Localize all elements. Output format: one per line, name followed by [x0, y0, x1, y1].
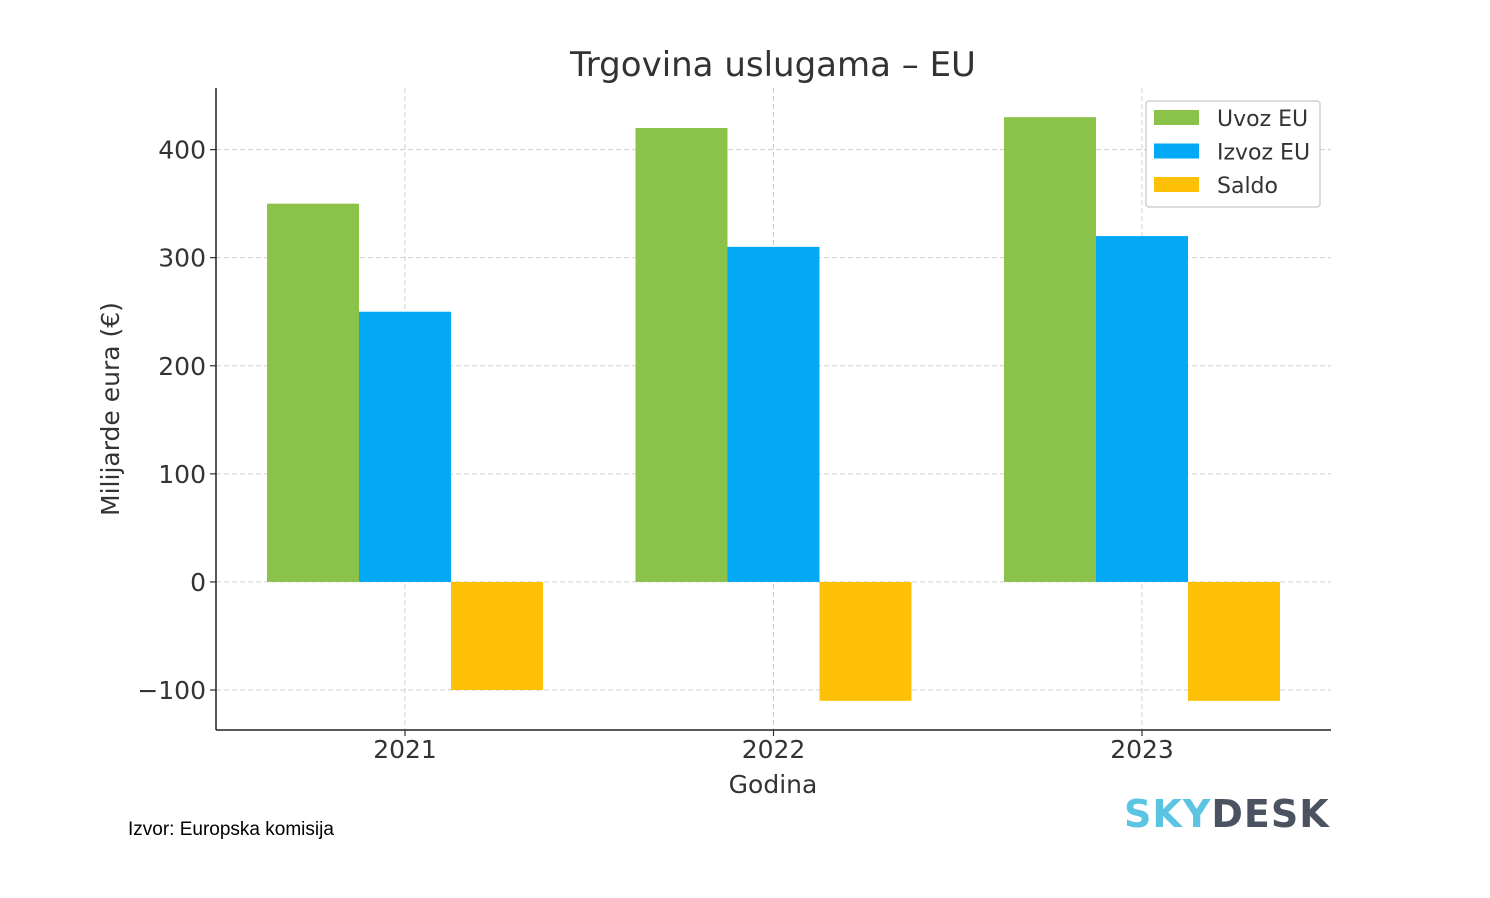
y-tick-label: 200 [158, 352, 206, 381]
y-tick-label: 0 [190, 568, 206, 597]
x-tick-label: 2022 [742, 735, 806, 764]
x-tick-label: 2023 [1110, 735, 1174, 764]
bar-uvoz-eu-2022 [635, 127, 728, 582]
y-axis-label: Milijarde eura (€) [96, 302, 125, 516]
legend-label: Saldo [1217, 174, 1278, 199]
legend-label: Uvoz EU [1217, 107, 1308, 132]
x-axis-label: Godina [729, 770, 818, 799]
y-tick-label: 300 [158, 244, 206, 273]
bar-izvoz-eu-2023 [1096, 236, 1188, 582]
legend-swatch-1 [1154, 143, 1199, 159]
y-tick-label: −100 [137, 676, 206, 705]
legend-swatch-0 [1154, 110, 1199, 125]
source-note: Izvor: Europska komisija [128, 819, 334, 840]
bar-saldo-2022 [819, 581, 912, 701]
y-tick-label: 100 [158, 460, 206, 489]
x-tick-label: 2021 [373, 735, 437, 764]
bar-izvoz-eu-2022 [727, 246, 820, 582]
bar-uvoz-eu-2023 [1004, 117, 1096, 582]
chart-title: Trgovina uslugama – EU [569, 45, 976, 85]
bar-saldo-2021 [451, 581, 543, 691]
bar-saldo-2023 [1188, 581, 1280, 701]
skydesk-logo: SKYDESK [1124, 792, 1330, 836]
legend-label: Izvoz EU [1217, 141, 1310, 166]
bar-izvoz-eu-2021 [359, 311, 451, 582]
bar-uvoz-eu-2021 [267, 203, 359, 582]
legend-swatch-2 [1154, 177, 1199, 192]
y-tick-label: 400 [158, 136, 206, 165]
